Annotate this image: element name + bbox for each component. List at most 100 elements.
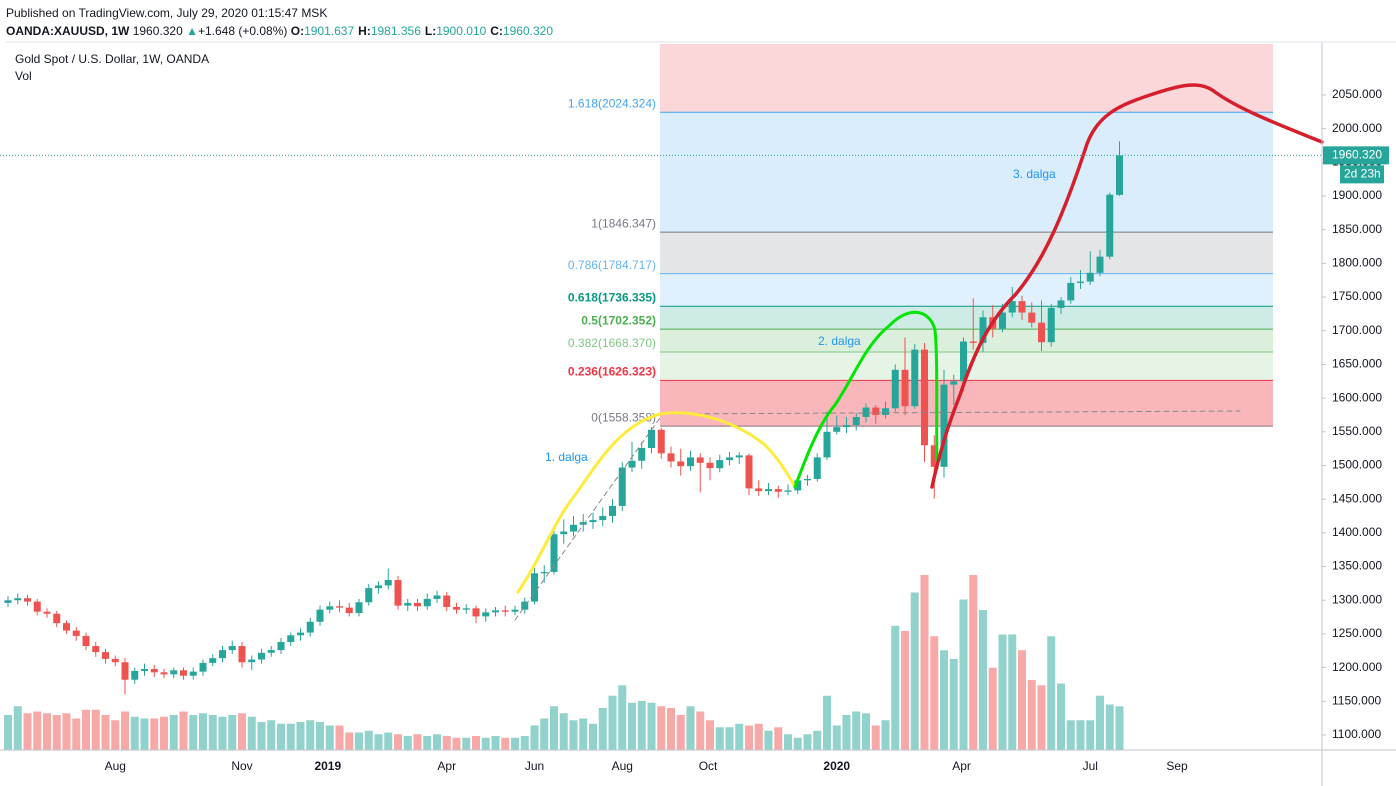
volume-bar	[277, 723, 285, 750]
wave-2-curve	[793, 310, 939, 489]
volume-bar	[647, 702, 656, 750]
field-key: L:	[424, 24, 437, 38]
fib-label: 1(1846.347)	[591, 216, 656, 230]
drawings	[514, 83, 1324, 621]
volume-bar	[257, 722, 266, 750]
candle-body	[482, 612, 490, 617]
candle-body	[774, 489, 782, 492]
candle-body	[170, 670, 178, 675]
volume-bar	[140, 718, 149, 750]
volume-bar	[871, 725, 880, 750]
x-tick-label: Oct	[699, 759, 718, 773]
volume-bar	[793, 737, 802, 750]
volume-bar	[784, 734, 792, 750]
volume-bar	[403, 736, 412, 750]
symbol: OANDA:XAUUSD, 1W	[6, 24, 130, 38]
volume-bar	[852, 711, 861, 750]
x-tick-label: 2020	[823, 759, 850, 773]
volume-bar	[1066, 720, 1075, 750]
x-tick-label: Aug	[105, 759, 126, 773]
candle-body	[901, 369, 909, 407]
candle-body	[355, 602, 363, 614]
volume-bar	[501, 737, 510, 750]
volume-bar	[803, 734, 812, 750]
x-tick-label: Sep	[1166, 759, 1188, 773]
fib-zone	[660, 329, 1273, 353]
candle-body	[540, 571, 548, 574]
trend-dashed-horizontal	[659, 410, 1241, 415]
candle-body	[92, 646, 100, 653]
volume-bar	[208, 715, 217, 750]
volume-bar	[199, 713, 207, 750]
volume-bar	[891, 625, 900, 750]
volume-bar	[72, 718, 81, 750]
y-tick-label: 1100.000	[1332, 727, 1381, 741]
volume-bar	[569, 720, 578, 750]
candle-body	[316, 609, 324, 622]
y-tick-label: 1700.000	[1332, 323, 1382, 337]
volume-bar	[267, 720, 276, 750]
fib-retracement: 1.618(2024.324) 1(1846.347) 0.786(1784.717…	[568, 44, 1273, 427]
fib-label: 0.236(1626.323)	[568, 365, 656, 379]
y-tick-label: 1150.000	[1332, 693, 1381, 707]
volume-bar	[910, 592, 919, 750]
volume-bar	[1105, 704, 1114, 750]
y-tick-label: 1500.000	[1332, 458, 1382, 472]
candle-body	[404, 602, 412, 606]
candle-body	[745, 455, 753, 489]
volume-bar	[998, 634, 1007, 750]
candle-body	[277, 642, 285, 651]
fib-zone	[660, 306, 1273, 330]
candle-body	[1067, 282, 1075, 301]
candle-body	[394, 580, 402, 606]
candle-body	[550, 534, 558, 572]
field-value: 1900.010	[436, 24, 487, 38]
candle-body	[979, 317, 987, 343]
candle-body	[667, 453, 675, 462]
y-tick-label: 1550.000	[1332, 424, 1382, 438]
volume-bar	[745, 725, 753, 750]
volume-bar	[676, 715, 685, 750]
fib-zone	[660, 380, 1273, 427]
candle-body	[1047, 307, 1055, 343]
volume-bar	[374, 734, 383, 750]
volume-bar	[959, 599, 968, 750]
volume-bar	[62, 713, 71, 750]
volume-bar	[433, 734, 441, 750]
volume-bar	[1027, 680, 1036, 750]
x-tick-label: Jun	[525, 759, 544, 773]
volume-bar	[316, 722, 324, 750]
candle-body	[531, 573, 538, 602]
candle-body	[199, 662, 207, 672]
volume-bar	[364, 730, 373, 750]
field-key: O:	[290, 24, 305, 38]
x-tick-label: Aug	[612, 759, 633, 773]
candle-body	[716, 460, 724, 469]
candle-body	[999, 312, 1006, 329]
candle-body	[882, 408, 889, 415]
volume-bar	[150, 718, 159, 750]
y-tick-label: 1400.000	[1332, 525, 1382, 539]
candle-body	[648, 429, 655, 448]
last-price-tag	[1323, 146, 1389, 165]
volume-bar	[940, 650, 948, 750]
wave-label: 3. dalga	[1013, 167, 1056, 181]
labels: Gold Spot / U.S. Dollar, 1W, OANDA Vol 1…	[15, 52, 1056, 464]
y-tick-label: 2050.000	[1332, 87, 1382, 101]
candle-body	[911, 349, 919, 407]
y-tick-label: 1300.000	[1332, 592, 1382, 606]
candle-body	[1106, 194, 1114, 257]
volume-bar	[355, 732, 363, 750]
candle-body	[414, 602, 421, 607]
candle-body	[102, 652, 109, 659]
candle-body	[852, 416, 860, 426]
y-tick-label: 1600.000	[1332, 390, 1382, 404]
candle-body	[150, 668, 158, 673]
candle-body	[755, 488, 763, 492]
candle-body	[228, 646, 236, 651]
change: +1.648 (+0.08%)	[197, 24, 288, 38]
volume-bar	[160, 716, 168, 750]
candle-body	[872, 407, 880, 415]
